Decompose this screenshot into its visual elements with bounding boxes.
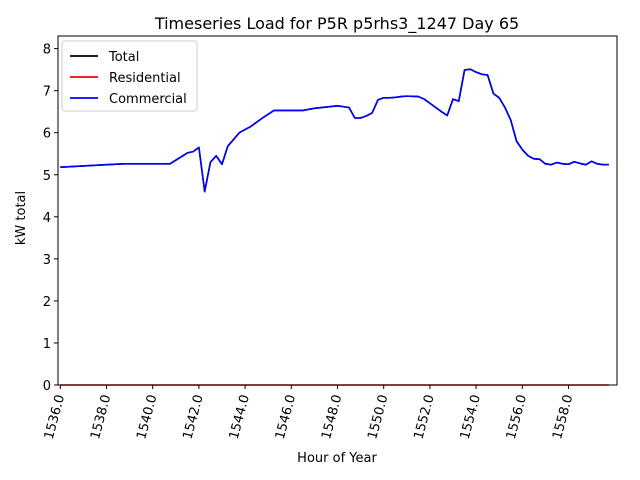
y-axis-label: kW total xyxy=(14,191,29,245)
y-tick-label: 2 xyxy=(43,295,51,310)
y-tick-label: 1 xyxy=(43,337,51,352)
legend-label-commercial: Commercial xyxy=(109,92,187,107)
x-axis-label: Hour of Year xyxy=(297,451,377,466)
y-tick-label: 4 xyxy=(43,211,51,226)
y-tick-label: 6 xyxy=(43,127,51,142)
series-line-commercial xyxy=(60,68,609,193)
legend: Total Residential Commercial xyxy=(61,40,198,112)
legend-label-total: Total xyxy=(108,50,139,65)
legend-box xyxy=(61,40,198,112)
y-tick-label: 7 xyxy=(43,85,51,100)
chart-title: Timeseries Load for P5R p5rhs3_1247 Day … xyxy=(154,14,519,34)
y-tick-label: 5 xyxy=(43,169,51,184)
y-tick-label: 8 xyxy=(43,43,51,58)
y-tick-label: 3 xyxy=(43,253,51,268)
legend-label-residential: Residential xyxy=(109,71,181,86)
y-tick-label: 0 xyxy=(43,379,51,394)
